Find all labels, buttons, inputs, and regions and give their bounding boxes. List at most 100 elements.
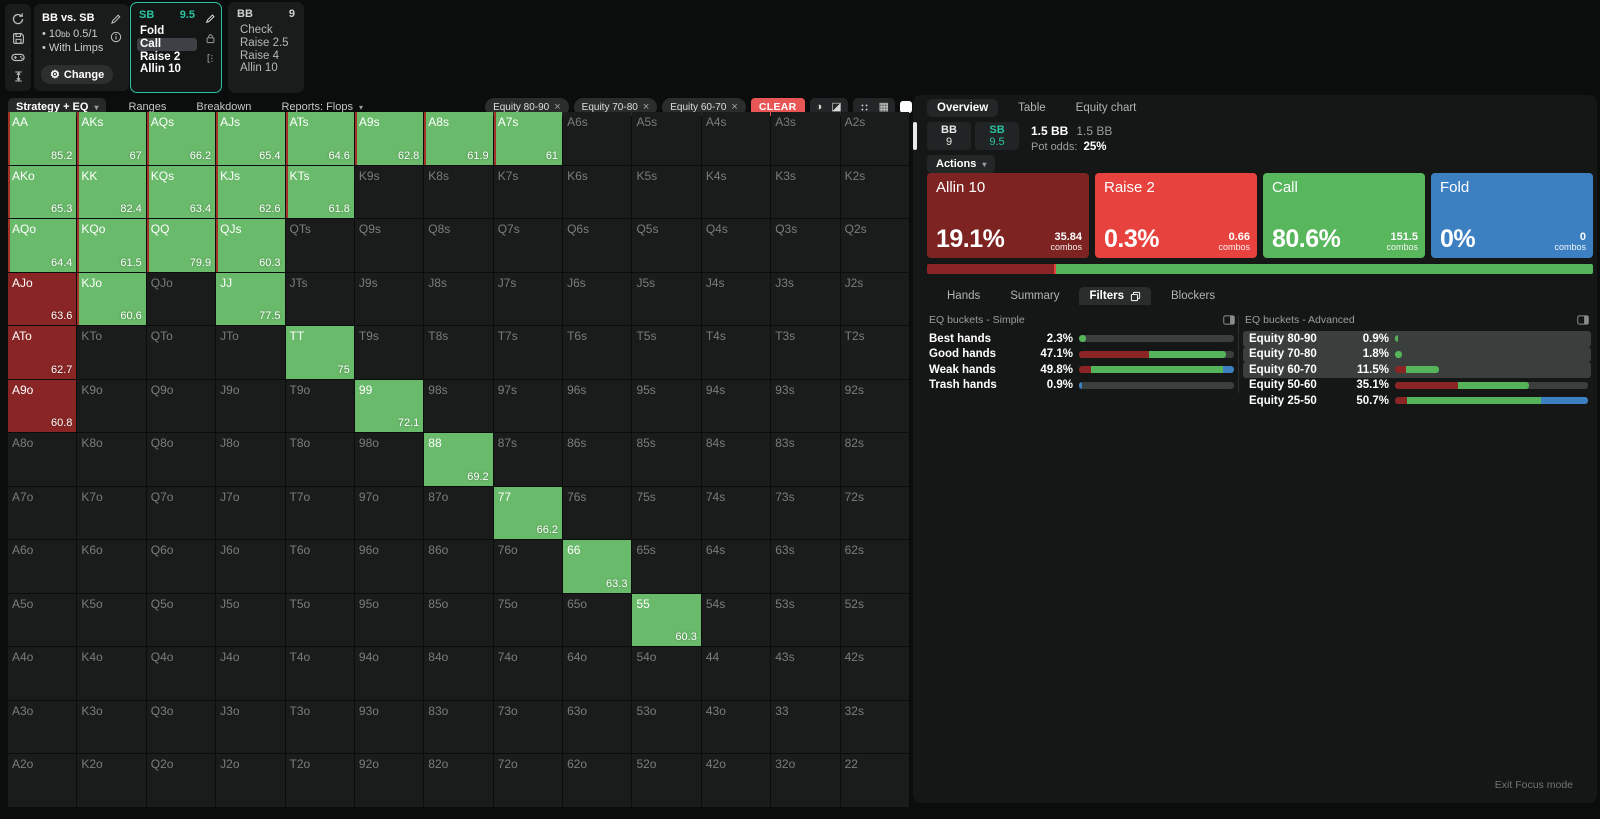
eq-bucket-row-equity-50-60[interactable]: Equity 50-60 35.1% — [1243, 378, 1591, 394]
matrix-cell-76s[interactable]: 76s — [563, 486, 632, 540]
matrix-cell-42o[interactable]: 42o — [701, 754, 771, 807]
matrix-cell-32s[interactable]: 32s — [840, 700, 909, 754]
matrix-cell-A3o[interactable]: A3o — [8, 700, 77, 754]
matrix-cell-52o[interactable]: 52o — [632, 754, 701, 807]
eq-bucket-row-equity-80-90[interactable]: Equity 80-90 0.9% — [1243, 331, 1591, 347]
matrix-cell-33[interactable]: 33 — [771, 700, 840, 754]
save-icon[interactable] — [12, 32, 25, 45]
matrix-cell-A6s[interactable]: A6s — [563, 112, 632, 165]
matrix-cell-J7s[interactable]: J7s — [493, 272, 563, 326]
matrix-cell-JTs[interactable]: JTs — [285, 272, 354, 326]
matrix-cell-54s[interactable]: 54s — [701, 593, 771, 647]
matrix-cell-Q9o[interactable]: Q9o — [146, 379, 216, 433]
matrix-cell-AJo[interactable]: AJo 63.6 — [8, 272, 77, 326]
matrix-cell-T2o[interactable]: T2o — [285, 754, 354, 807]
matrix-cell-T6o[interactable]: T6o — [285, 540, 354, 593]
matrix-cell-K6o[interactable]: K6o — [77, 540, 146, 593]
matrix-cell-J7o[interactable]: J7o — [216, 486, 285, 540]
matrix-cell-42s[interactable]: 42s — [840, 647, 909, 700]
eq-bucket-row-weak-hands[interactable]: Weak hands 49.8% — [927, 362, 1237, 378]
matrix-cell-K2o[interactable]: K2o — [77, 754, 146, 807]
matrix-cell-96s[interactable]: 96s — [563, 379, 632, 433]
sb-action-raise-2[interactable]: Raise 2 — [140, 50, 181, 63]
view-tab-reports-flops[interactable]: Reports: Flops ▾ — [281, 101, 363, 113]
bb-action-allin-10[interactable]: Allin 10 — [240, 62, 278, 75]
matrix-cell-K6s[interactable]: K6s — [563, 165, 632, 219]
matrix-cell-J5o[interactable]: J5o — [216, 593, 285, 647]
tab-equity-chart[interactable]: Equity chart — [1075, 102, 1137, 114]
detail-tab-filters[interactable]: Filters — [1079, 287, 1151, 305]
matrix-cell-AA[interactable]: AA 85.2 — [8, 112, 77, 165]
matrix-cell-A2o[interactable]: A2o — [8, 754, 77, 807]
matrix-cell-93o[interactable]: 93o — [354, 700, 424, 754]
matrix-cell-A5o[interactable]: A5o — [8, 593, 77, 647]
matrix-cell-92s[interactable]: 92s — [840, 379, 909, 433]
half-fill-square-icon[interactable]: ◪ — [831, 100, 842, 113]
matrix-cell-43o[interactable]: 43o — [701, 700, 771, 754]
bb-action-raise-2-5[interactable]: Raise 2.5 — [240, 36, 289, 49]
matrix-cell-T4o[interactable]: T4o — [285, 647, 354, 700]
matrix-cell-J6o[interactable]: J6o — [216, 540, 285, 593]
matrix-cell-53s[interactable]: 53s — [771, 593, 840, 647]
action-box-raise-2[interactable]: Raise 2 0.3% 0.66 combos — [1095, 173, 1257, 258]
matrix-cell-A9o[interactable]: A9o 60.8 — [8, 379, 77, 433]
matrix-cell-97s[interactable]: 97s — [493, 379, 563, 433]
matrix-cell-K5o[interactable]: K5o — [77, 593, 146, 647]
matrix-cell-A9s[interactable]: A9s 62.8 — [354, 112, 424, 165]
matrix-cell-77[interactable]: 77 66.2 — [493, 486, 563, 540]
info-icon[interactable] — [110, 31, 122, 43]
matrix-cell-AKs[interactable]: AKs 67 — [77, 112, 146, 165]
matrix-cell-74o[interactable]: 74o — [493, 647, 563, 700]
matrix-cell-62o[interactable]: 62o — [563, 754, 632, 807]
matrix-cell-J3o[interactable]: J3o — [216, 700, 285, 754]
matrix-cell-Q8s[interactable]: Q8s — [424, 219, 493, 272]
matrix-cell-ATs[interactable]: ATs 64.6 — [285, 112, 354, 165]
matrix-cell-Q3o[interactable]: Q3o — [146, 700, 216, 754]
change-button[interactable]: ⚙ Change — [41, 65, 114, 84]
matrix-cell-J8s[interactable]: J8s — [424, 272, 493, 326]
eq-bucket-row-trash-hands[interactable]: Trash hands 0.9% — [927, 378, 1237, 394]
matrix-cell-83o[interactable]: 83o — [424, 700, 493, 754]
view-tab-strategy-eq[interactable]: Strategy + EQ ▾ — [8, 98, 107, 116]
matrix-cell-T8o[interactable]: T8o — [285, 433, 354, 486]
range-split-icon[interactable] — [205, 53, 216, 64]
matrix-cell-K4s[interactable]: K4s — [701, 165, 771, 219]
matrix-cell-K4o[interactable]: K4o — [77, 647, 146, 700]
matrix-cell-52s[interactable]: 52s — [840, 593, 909, 647]
matrix-cell-93s[interactable]: 93s — [771, 379, 840, 433]
pencil-icon[interactable] — [110, 13, 122, 25]
matrix-cell-J4o[interactable]: J4o — [216, 647, 285, 700]
matrix-view-icon[interactable] — [900, 101, 912, 113]
filter-chip-equity-70-80[interactable]: Equity 70-80 × — [573, 98, 658, 116]
sb-action-fold[interactable]: Fold — [140, 25, 165, 37]
matrix-cell-82s[interactable]: 82s — [840, 433, 909, 486]
matrix-cell-AJs[interactable]: AJs 65.4 — [216, 112, 285, 165]
panel-resize-handle[interactable] — [913, 122, 917, 150]
matrix-cell-72o[interactable]: 72o — [493, 754, 563, 807]
matrix-cell-62s[interactable]: 62s — [840, 540, 909, 593]
sb-action-call[interactable]: Call — [137, 37, 197, 51]
matrix-cell-T7s[interactable]: T7s — [493, 326, 563, 379]
bb-action-check[interactable]: Check — [240, 24, 273, 36]
eq-bucket-row-equity-60-70[interactable]: Equity 60-70 11.5% — [1243, 362, 1591, 378]
matrix-cell-95o[interactable]: 95o — [354, 593, 424, 647]
contrast-icon[interactable]: ◑ — [815, 100, 823, 113]
close-icon[interactable]: × — [642, 100, 650, 113]
stack-depth-icon[interactable] — [12, 70, 25, 83]
matrix-cell-ATo[interactable]: ATo 62.7 — [8, 326, 77, 379]
matrix-cell-K9s[interactable]: K9s — [354, 165, 424, 219]
matrix-cell-QQ[interactable]: QQ 79.9 — [146, 219, 216, 272]
matrix-cell-KJs[interactable]: KJs 62.6 — [216, 165, 285, 219]
matrix-cell-63s[interactable]: 63s — [771, 540, 840, 593]
action-box-call[interactable]: Call 80.6% 151.5 combos — [1263, 173, 1425, 258]
matrix-cell-T4s[interactable]: T4s — [701, 326, 771, 379]
matrix-cell-J2s[interactable]: J2s — [840, 272, 909, 326]
matrix-cell-76o[interactable]: 76o — [493, 540, 563, 593]
matrix-cell-64o[interactable]: 64o — [563, 647, 632, 700]
matrix-cell-A5s[interactable]: A5s — [632, 112, 701, 165]
matrix-cell-AKo[interactable]: AKo 65.3 — [8, 165, 77, 219]
matrix-cell-73o[interactable]: 73o — [493, 700, 563, 754]
matrix-cell-QJo[interactable]: QJo — [146, 272, 216, 326]
eq-bucket-row-best-hands[interactable]: Best hands 2.3% — [927, 331, 1237, 347]
pencil-icon[interactable] — [205, 13, 216, 24]
